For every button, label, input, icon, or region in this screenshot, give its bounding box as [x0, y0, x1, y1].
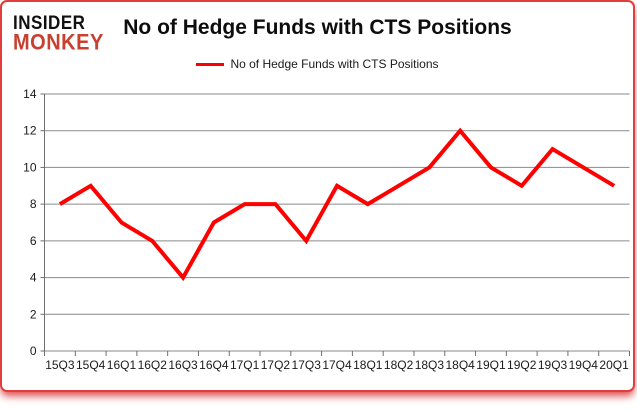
- y-axis-label: 10: [23, 160, 37, 174]
- x-axis-label: 15Q4: [76, 358, 106, 372]
- y-axis-label: 4: [30, 271, 37, 285]
- x-axis-label: 20Q1: [599, 358, 629, 372]
- legend-label: No of Hedge Funds with CTS Positions: [230, 57, 439, 71]
- chart-card: INSIDER MONKEY No of Hedge Funds with CT…: [0, 0, 635, 392]
- legend: No of Hedge Funds with CTS Positions: [2, 57, 633, 71]
- x-axis-label: 19Q2: [507, 358, 537, 372]
- x-axis-label: 18Q1: [353, 358, 383, 372]
- logo-line1: INSIDER: [13, 11, 86, 34]
- x-axis-label: 19Q1: [476, 358, 506, 372]
- x-axis-label: 17Q1: [230, 358, 260, 372]
- x-axis-label: 15Q3: [45, 358, 75, 372]
- y-axis-label: 0: [30, 344, 37, 358]
- x-axis-label: 16Q1: [107, 358, 137, 372]
- y-axis-label: 12: [23, 124, 37, 138]
- y-axis-label: 2: [30, 307, 37, 321]
- logo-line2: MONKEY: [13, 30, 104, 56]
- x-axis-label: 17Q4: [322, 358, 352, 372]
- legend-line-icon: [196, 62, 225, 66]
- y-axis-label: 14: [23, 87, 37, 101]
- x-axis-label: 18Q4: [445, 358, 475, 372]
- insider-monkey-logo: INSIDER MONKEY: [13, 11, 104, 56]
- x-axis-label: 16Q4: [199, 358, 229, 372]
- x-axis-label: 17Q2: [261, 358, 291, 372]
- x-axis-label: 16Q2: [138, 358, 168, 372]
- y-axis-label: 8: [30, 197, 37, 211]
- chart-title: No of Hedge Funds with CTS Positions: [123, 16, 512, 39]
- x-axis-label: 19Q3: [538, 358, 568, 372]
- series-line: [58, 127, 616, 282]
- x-axis-label: 16Q3: [168, 358, 198, 372]
- x-axis-label: 17Q3: [292, 358, 322, 372]
- x-axis-label: 19Q4: [569, 358, 599, 372]
- x-axis-label: 18Q3: [415, 358, 445, 372]
- y-axis-label: 6: [30, 234, 37, 248]
- x-axis-label: 18Q2: [384, 358, 414, 372]
